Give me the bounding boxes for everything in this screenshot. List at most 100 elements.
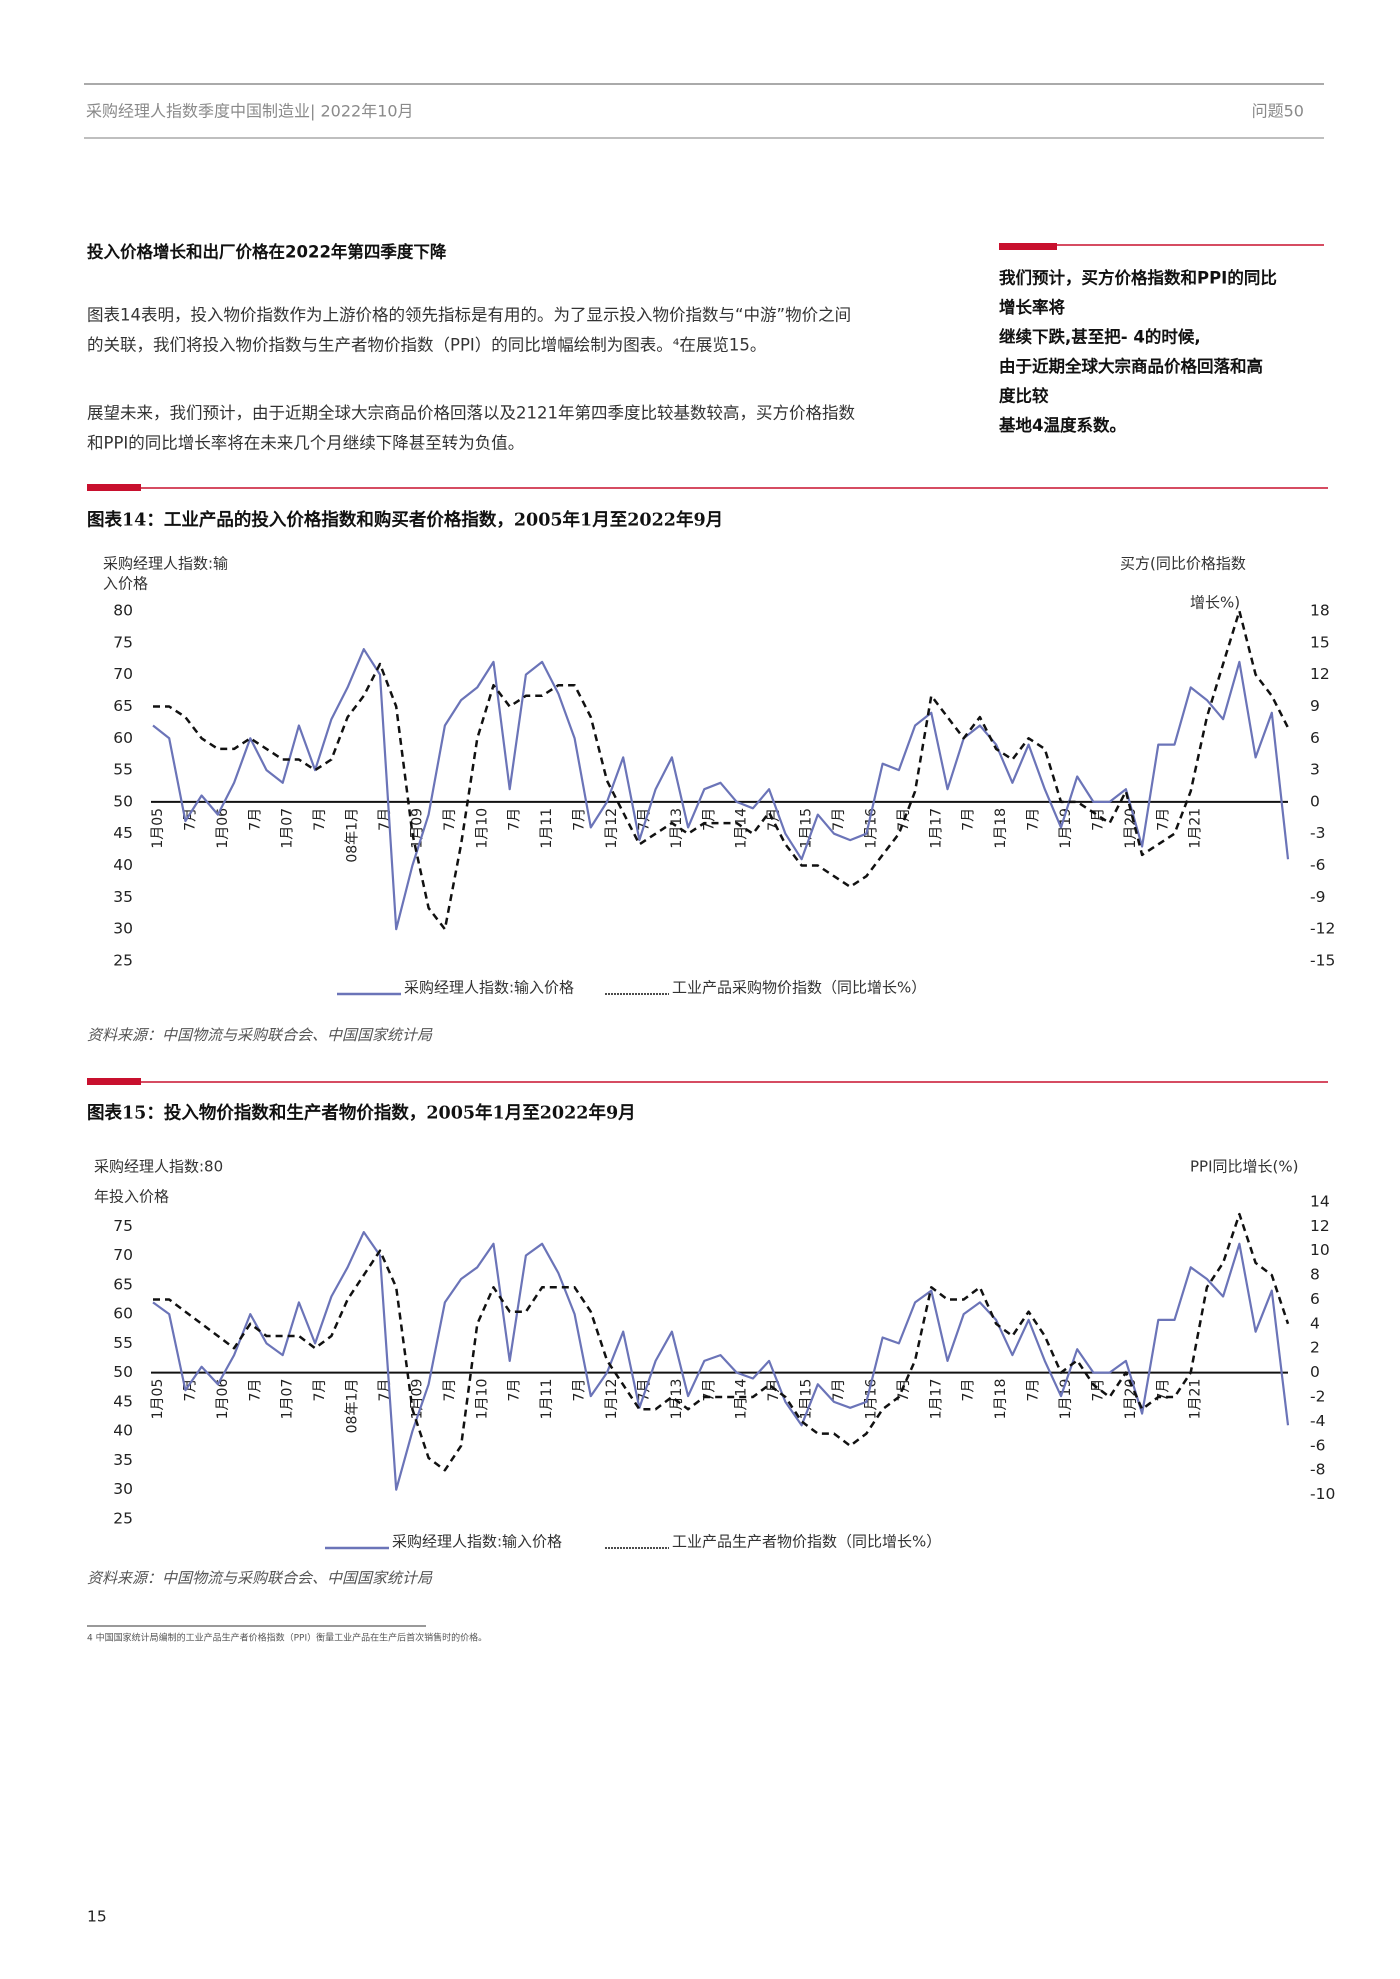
y-tick-label: 75	[113, 633, 133, 651]
chart-source: 资料来源：中国物流与采购联合会、中国国家统计局	[87, 1026, 433, 1044]
x-tick-label: 7月	[507, 808, 523, 831]
x-tick-label: 7月	[312, 808, 328, 831]
y-tick-label: 45	[113, 1392, 133, 1410]
x-tick-label: 1月06	[215, 808, 231, 849]
chart-title: 图表14：工业产品的投入价格指数和购买者价格指数，2005年1月至2022年9月	[87, 510, 723, 531]
chart-source: 资料来源：中国物流与采购联合会、中国国家统计局	[87, 1569, 433, 1587]
x-tick-label: 1月12	[604, 808, 620, 849]
x-tick-label: 7月	[701, 808, 717, 831]
y2-tick-label: 0	[1310, 1363, 1320, 1381]
x-tick-label: 1月21	[1188, 808, 1204, 849]
x-tick-label: 1月11	[539, 1379, 555, 1420]
x-tick-label: 7月	[1026, 1379, 1042, 1402]
x-tick-label: 7月	[312, 1379, 328, 1402]
y-tick-label: 55	[113, 1334, 133, 1352]
x-tick-label: 1月07	[280, 1379, 296, 1420]
x-tick-label: 1月13	[669, 1379, 685, 1420]
paragraph-line: 的关联，我们将投入物价指数与生产者物价指数（PPI）的同比增幅绘制为图表。⁴在展…	[87, 336, 766, 355]
paragraph-line: 展望未来，我们预计，由于近期全球大宗商品价格回落以及2121年第四季度比较基数较…	[87, 404, 855, 423]
sidebar-line: 由于近期全球大宗商品价格回落和高	[999, 356, 1263, 376]
y2-axis-label: PPI同比增长(%)	[1190, 1158, 1298, 1176]
x-tick-label: 1月11	[539, 808, 555, 849]
x-tick-label: 7月	[442, 1379, 458, 1402]
y2-tick-label: 14	[1310, 1192, 1330, 1210]
paragraph-line: 和PPI的同比增长率将在未来几个月继续下降甚至转为负值。	[87, 434, 524, 453]
y2-tick-label: 2	[1310, 1339, 1320, 1357]
legend-label: 采购经理人指数:输入价格	[392, 1533, 562, 1551]
footnote: 4 中国国家统计局编制的工业产品生产者价格指数（PPI）衡量工业产品在生产后首次…	[87, 1632, 487, 1644]
y2-tick-label: 10	[1310, 1241, 1330, 1259]
x-tick-label: 1月18	[993, 1379, 1009, 1420]
x-tick-label: 7月	[961, 808, 977, 831]
x-tick-label: 7月	[831, 1379, 847, 1402]
y-tick-label: 30	[113, 920, 133, 938]
x-tick-label: 1月06	[215, 1379, 231, 1420]
y2-tick-label: -8	[1310, 1461, 1325, 1479]
legend-label: 采购经理人指数:输入价格	[404, 979, 574, 997]
header-right: 问题50	[1252, 102, 1304, 121]
y-tick-label: 65	[113, 1275, 133, 1293]
sidebar-accent	[999, 243, 1057, 250]
x-tick-label: 1月14	[734, 808, 750, 849]
y-tick-label: 50	[113, 1363, 133, 1381]
y2-tick-label: 9	[1310, 697, 1320, 715]
x-tick-label: 1月19	[1058, 808, 1074, 849]
x-tick-label: 7月	[572, 808, 588, 831]
x-tick-label: 1月15	[799, 1379, 815, 1420]
x-tick-label: 08年1月	[345, 808, 361, 863]
y-tick-label: 75	[113, 1217, 133, 1235]
series-line	[152, 1231, 1290, 1491]
x-tick-label: 1月14	[734, 1379, 750, 1420]
y2-tick-label: -6	[1310, 856, 1325, 874]
y-tick-label: 80	[113, 602, 133, 620]
x-tick-label: 7月	[442, 808, 458, 831]
y2-tick-label: 12	[1310, 1217, 1330, 1235]
y2-tick-label: 0	[1310, 792, 1320, 810]
x-tick-label: 1月17	[928, 808, 944, 849]
y-tick-label: 70	[113, 1246, 133, 1264]
x-tick-label: 7月	[961, 1379, 977, 1402]
y-tick-label: 25	[113, 1510, 133, 1528]
y-tick-label: 35	[113, 1451, 133, 1469]
x-tick-label: 1月16	[863, 1379, 879, 1420]
x-tick-label: 7月	[507, 1379, 523, 1402]
chart-accent	[87, 484, 141, 491]
y-axis-label: 年投入价格	[94, 1188, 169, 1206]
x-tick-label: 1月17	[928, 1379, 944, 1420]
y2-tick-label: -2	[1310, 1388, 1325, 1406]
x-tick-label: 1月15	[799, 808, 815, 849]
section-title: 投入价格增长和出厂价格在2022年第四季度下降	[87, 242, 447, 262]
y-tick-label: 30	[113, 1480, 133, 1498]
y-tick-label: 60	[113, 729, 133, 747]
legend-label: 工业产品生产者物价指数（同比增长%）	[672, 1533, 941, 1551]
sidebar-line: 度比较	[999, 386, 1049, 406]
y-axis-label: 入价格	[103, 575, 148, 593]
y-tick-label: 50	[113, 792, 133, 810]
x-tick-label: 7月	[247, 1379, 263, 1402]
x-tick-label: 1月10	[474, 1379, 490, 1420]
legend-label: 工业产品采购物价指数（同比增长%）	[672, 979, 926, 997]
paragraph-line: 图表14表明，投入物价指数作为上游价格的领先指标是有用的。为了显示投入物价指数与…	[87, 306, 851, 325]
y2-tick-label: 6	[1310, 729, 1320, 747]
y2-tick-label: 15	[1310, 633, 1330, 651]
sidebar-line: 增长率将	[999, 297, 1065, 317]
series-line	[153, 1212, 1290, 1472]
y-axis-label: 采购经理人指数:80	[94, 1158, 223, 1176]
series-line	[152, 648, 1290, 931]
x-tick-label: 1月16	[863, 808, 879, 849]
x-tick-label: 1月07	[280, 808, 296, 849]
chart-accent	[87, 1078, 141, 1085]
y2-tick-label: 3	[1310, 761, 1320, 779]
y2-tick-label: -3	[1310, 824, 1325, 842]
x-tick-label: 7月	[572, 1379, 588, 1402]
x-tick-label: 1月13	[669, 808, 685, 849]
y2-tick-label: 4	[1310, 1314, 1320, 1332]
y-tick-label: 55	[113, 761, 133, 779]
y2-tick-label: 18	[1310, 602, 1330, 620]
y2-axis-label: 增长%)	[1190, 594, 1240, 612]
sidebar-line: 继续下跌,甚至把- 4的时候,	[999, 327, 1201, 347]
y-tick-label: 40	[113, 1422, 133, 1440]
y2-tick-label: 12	[1310, 665, 1330, 683]
